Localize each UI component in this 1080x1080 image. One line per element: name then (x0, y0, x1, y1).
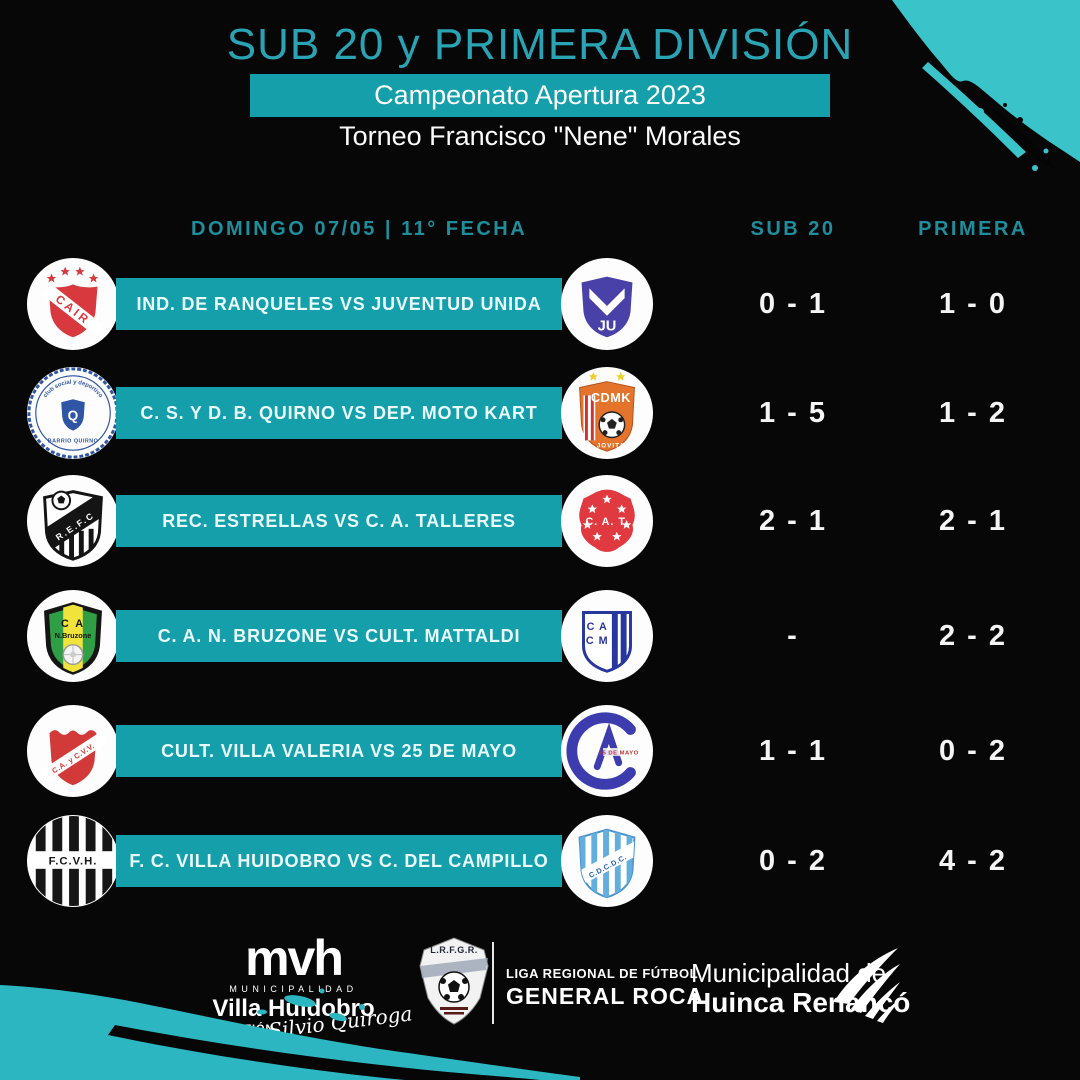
logo-ind-de-ranqueles-icon: CAIR (26, 257, 120, 351)
brush-stroke-bottom-left-icon (0, 985, 580, 1080)
ju-badge-text: JU (598, 318, 617, 334)
logo-c-del-campillo-icon: C.D.C.D.C. (560, 814, 654, 908)
lrfgr-badge-title: L.R.F.G.R. (430, 945, 478, 955)
match-banner: REC. ESTRELLAS VS C. A. TALLERES (116, 495, 562, 547)
quirno-letter-text: Q (68, 408, 79, 423)
score-sub20: 1 - 1 (758, 734, 828, 767)
logo-25-de-mayo-icon: 25 DE MAYO (560, 704, 654, 798)
match-banner: F. C. VILLA HUIDOBRO VS C. DEL CAMPILLO (116, 835, 562, 887)
column-header-sub20: SUB 20 (750, 218, 836, 240)
logo-rec-estrellas-icon: R.E.F.C (26, 474, 120, 568)
logo-cult-mattaldi-icon: C A C M (560, 589, 654, 683)
logo-quirno-icon: club social y deportivo Q BARRIO QUIRNO (26, 366, 120, 460)
match-banner: CULT. VILLA VALERIA VS 25 DE MAYO (116, 725, 562, 777)
match-name: C. S. Y D. B. QUIRNO VS DEP. MOTO KART (140, 402, 538, 423)
bruzone-line2-text: N.Bruzone (55, 631, 92, 640)
championship-banner: Campeonato Apertura 2023 (250, 74, 830, 117)
score-primera: 2 - 2 (938, 619, 1008, 652)
mayo25-badge-text: 25 DE MAYO (599, 750, 639, 756)
score-primera: 4 - 2 (938, 844, 1008, 877)
bruzone-line1-text: C A (61, 618, 85, 630)
footer-divider (492, 942, 494, 1024)
logo-can-bruzone-icon: C A N.Bruzone (26, 589, 120, 683)
mvh-logo-text: mvh (245, 930, 344, 986)
match-row: club social y deportivo Q BARRIO QUIRNO … (0, 361, 1080, 465)
logo-juventud-unida-icon: JU (560, 257, 654, 351)
cdmk-badge-text: CDMK (591, 390, 631, 405)
match-row: C.A. y C.V.V. CULT. VILLA VALERIA VS 25 … (0, 699, 1080, 803)
column-header-primera: PRIMERA (918, 218, 1028, 240)
wing-icon (834, 948, 901, 1023)
page-title: SUB 20 y PRIMERA DIVISIÓN (226, 20, 854, 69)
match-name: REC. ESTRELLAS VS C. A. TALLERES (162, 510, 516, 531)
liga-line2: GENERAL ROCA (506, 983, 705, 1009)
score-primera: 0 - 2 (938, 734, 1008, 767)
liga-line1: LIGA REGIONAL DE FÚTBOL (506, 966, 699, 981)
quirno-arc-bottom-text: BARRIO QUIRNO (48, 438, 99, 444)
match-name: IND. DE RANQUELES VS JUVENTUD UNIDA (136, 293, 542, 314)
match-banner: IND. DE RANQUELES VS JUVENTUD UNIDA (116, 278, 562, 330)
logo-ca-talleres-icon: C. A. T. (560, 474, 654, 568)
logo-dep-moto-kart-icon: CDMK JOVITA (560, 366, 654, 460)
match-banner: C. A. N. BRUZONE VS CULT. MATTALDI (116, 610, 562, 662)
score-primera: 2 - 1 (938, 504, 1008, 537)
match-name: CULT. VILLA VALERIA VS 25 DE MAYO (161, 740, 517, 761)
score-sub20: 1 - 5 (758, 396, 828, 429)
score-sub20: 0 - 1 (758, 287, 828, 320)
matchday-header: DOMINGO 07/05 | 11° FECHA (191, 218, 528, 240)
fcvh-badge-text: F.C.V.H. (49, 855, 98, 867)
match-row: F.C.V.H. F. C. VILLA HUIDOBRO VS C. DEL … (0, 809, 1080, 913)
logo-fc-villa-huidobro-icon: F.C.V.H. (26, 814, 120, 908)
liga-regional-wordmark: LIGA REGIONAL DE FÚTBOL GENERAL ROCA (506, 966, 704, 1010)
score-primera: 1 - 2 (938, 396, 1008, 429)
score-sub20: - (787, 619, 799, 652)
match-row: R.E.F.C REC. ESTRELLAS VS C. A. TALLERES… (0, 469, 1080, 573)
badge-fine-print (440, 1007, 468, 1010)
tournament-subtitle: Torneo Francisco "Nene" Morales (339, 121, 741, 151)
cdmk-town-text: JOVITA (597, 442, 625, 449)
mvh-municipalidad-label: MUNICIPALIDAD (229, 984, 358, 994)
brush-stroke-top-right-icon (892, 0, 1080, 171)
cacm-line1-text: C A (587, 621, 608, 633)
logo-cult-villa-valeria-icon: C.A. y C.V.V. (26, 704, 120, 798)
badge-fine-print (444, 1012, 464, 1015)
match-name: F. C. VILLA HUIDOBRO VS C. DEL CAMPILLO (129, 850, 549, 871)
match-row: C A N.Bruzone C. A. N. BRUZONE VS CULT. … (0, 584, 1080, 688)
score-sub20: 2 - 1 (758, 504, 828, 537)
match-row: CAIR IND. DE RANQUELES VS JUVENTUD UNIDA… (0, 252, 1080, 356)
cat-badge-text: C. A. T. (585, 516, 628, 528)
match-name: C. A. N. BRUZONE VS CULT. MATTALDI (157, 625, 521, 646)
cacm-line2-text: C M (586, 635, 609, 647)
match-banner: C. S. Y D. B. QUIRNO VS DEP. MOTO KART (116, 387, 562, 439)
lrfgr-league-badge-icon: L.R.F.G.R. (419, 937, 489, 1025)
championship-banner-label: Campeonato Apertura 2023 (374, 80, 706, 110)
score-primera: 1 - 0 (938, 287, 1008, 320)
score-sub20: 0 - 2 (758, 844, 828, 877)
